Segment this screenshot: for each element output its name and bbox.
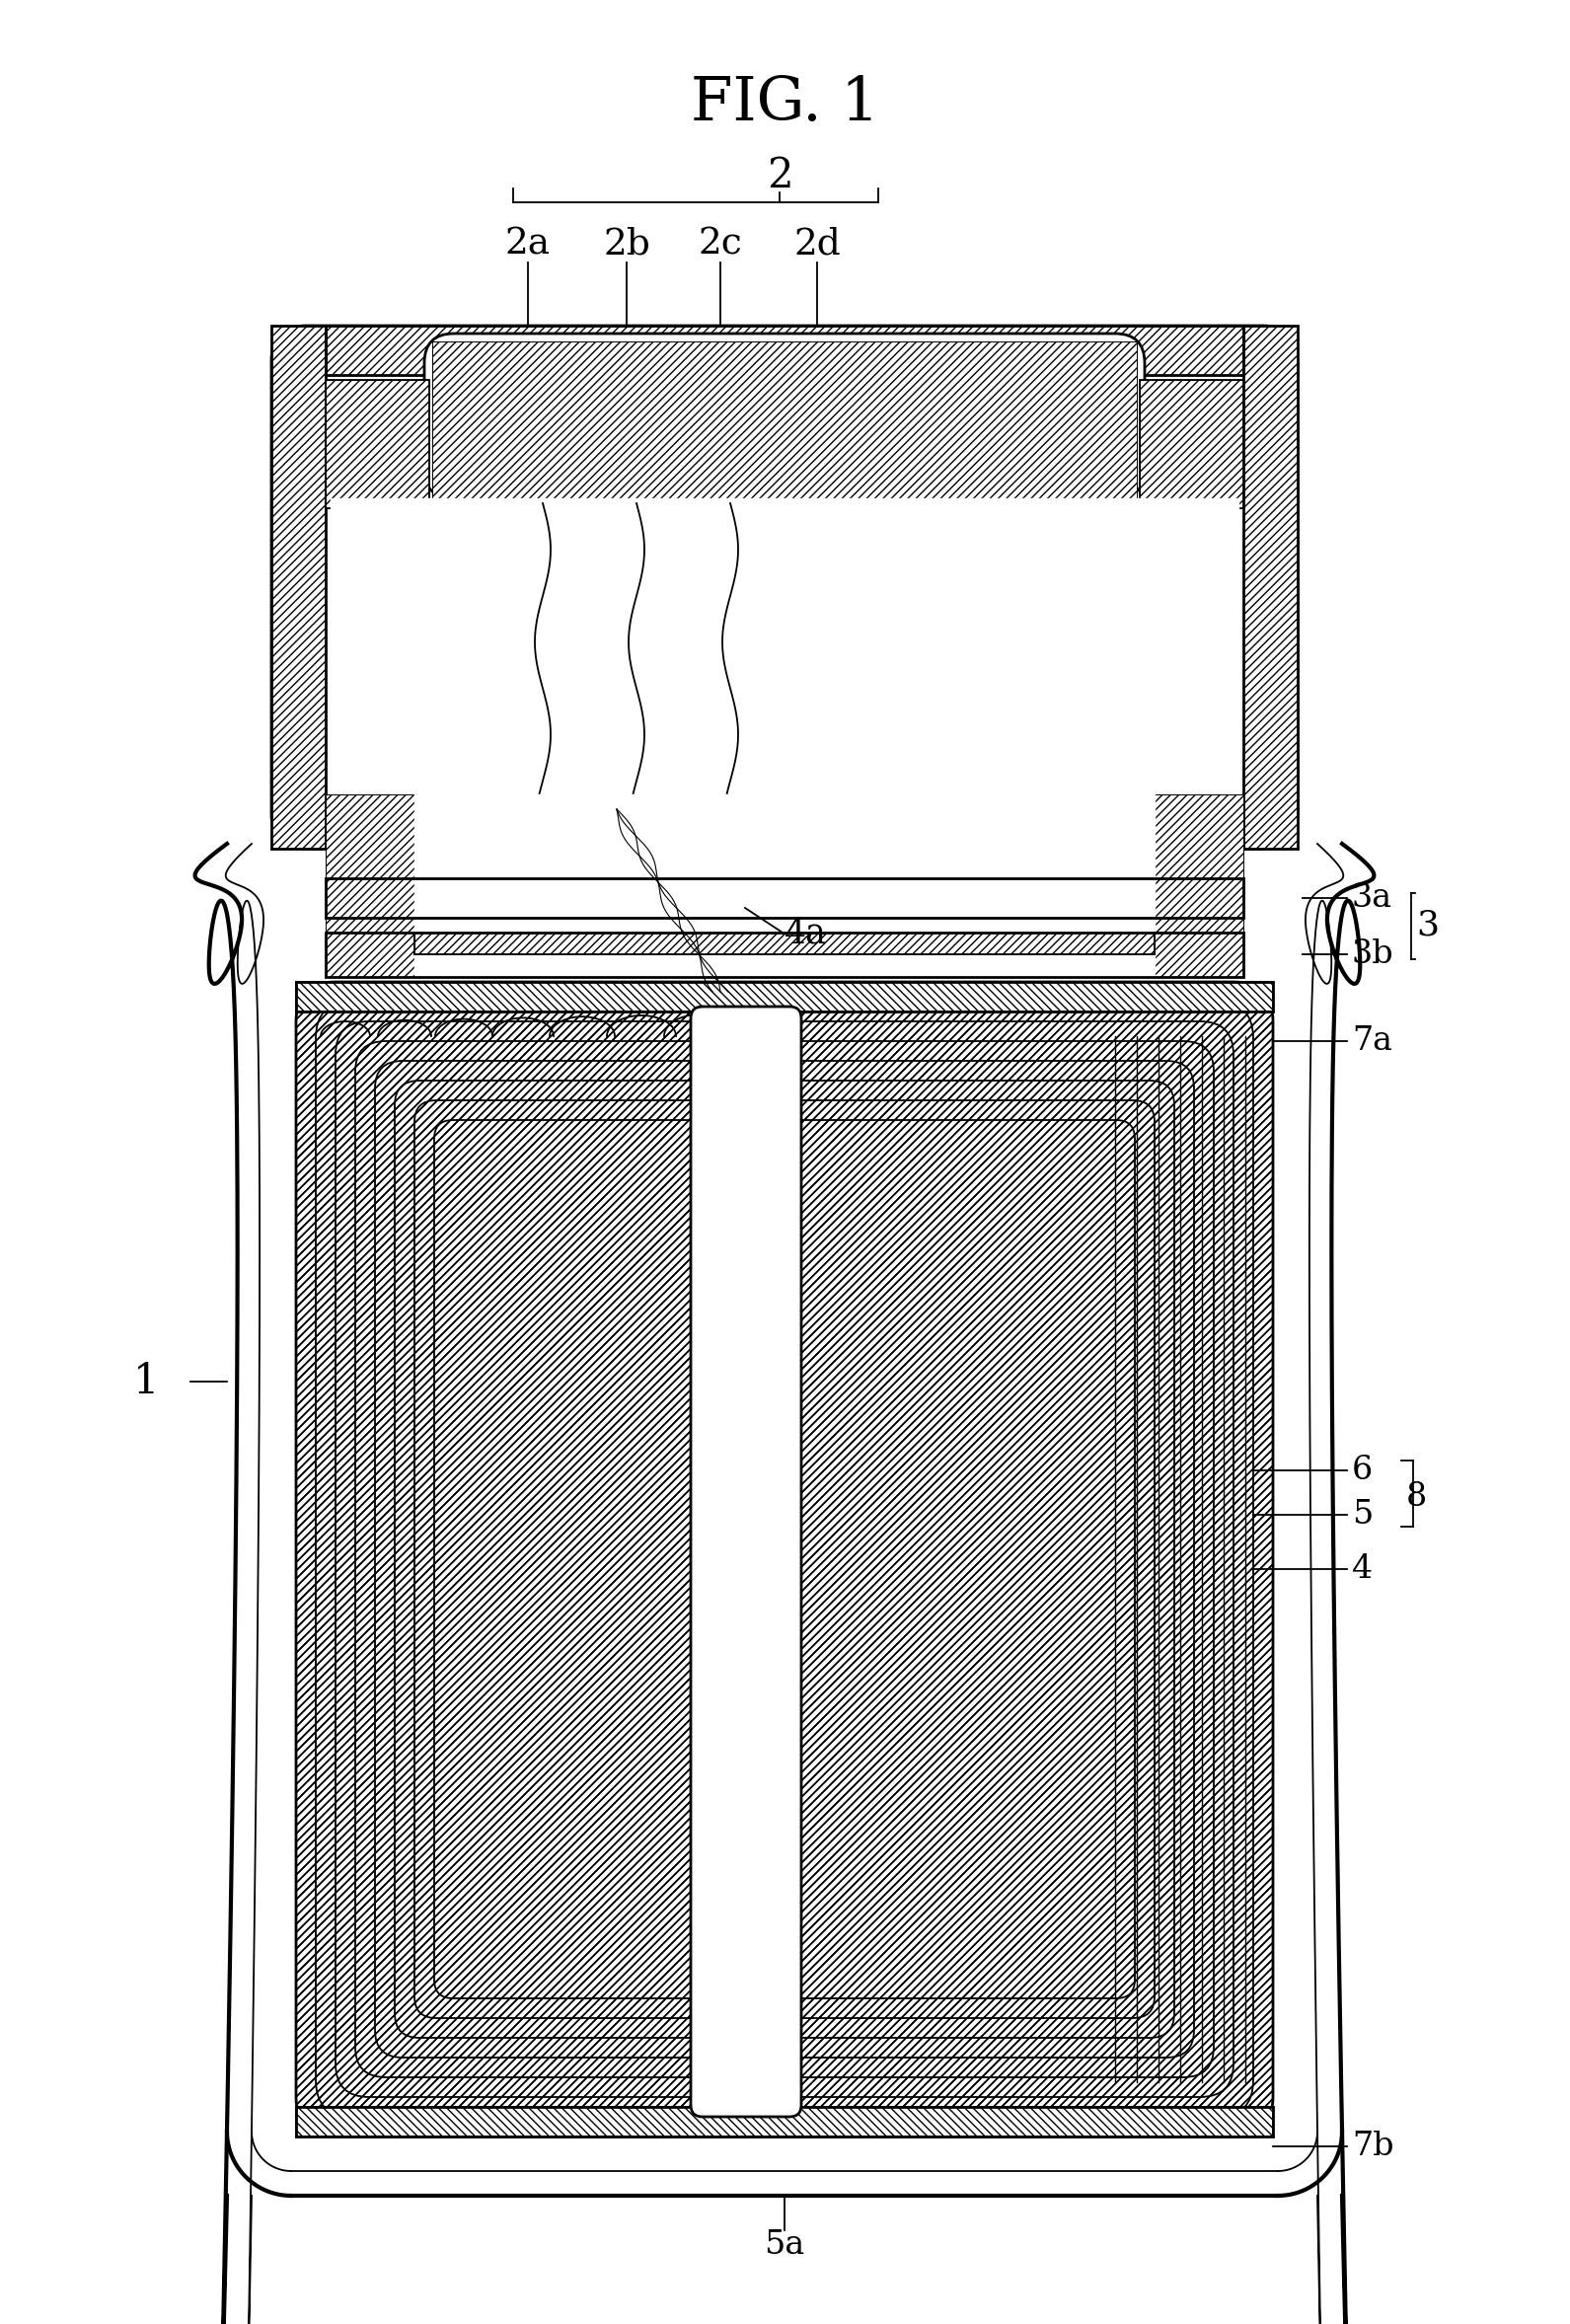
Bar bbox=[272, 325, 325, 848]
Bar bbox=[1154, 795, 1243, 976]
Bar bbox=[325, 878, 1243, 918]
Text: 2: 2 bbox=[766, 156, 793, 198]
Bar bbox=[1243, 325, 1298, 848]
Text: 7b: 7b bbox=[1352, 2131, 1394, 2161]
Bar bbox=[297, 2108, 1273, 2136]
Text: 2d: 2d bbox=[793, 228, 840, 263]
Text: 4: 4 bbox=[1352, 1552, 1372, 1585]
FancyBboxPatch shape bbox=[691, 1006, 801, 2117]
Text: 5: 5 bbox=[1352, 1499, 1374, 1532]
Bar bbox=[297, 983, 1273, 1011]
Bar bbox=[297, 983, 1273, 1011]
Bar bbox=[414, 932, 1154, 955]
Bar bbox=[325, 325, 1243, 374]
Text: 2b: 2b bbox=[603, 228, 650, 263]
FancyBboxPatch shape bbox=[424, 335, 1145, 497]
Text: 3: 3 bbox=[1416, 909, 1438, 944]
Bar bbox=[325, 932, 1243, 976]
Text: 3a: 3a bbox=[1352, 883, 1393, 913]
Text: 2c: 2c bbox=[699, 228, 743, 263]
FancyBboxPatch shape bbox=[272, 325, 1298, 848]
Bar bbox=[325, 878, 1243, 918]
Bar bbox=[272, 325, 325, 848]
Text: 8: 8 bbox=[1407, 1480, 1427, 1513]
Bar bbox=[325, 325, 1243, 374]
Text: 6: 6 bbox=[1352, 1455, 1372, 1485]
Bar bbox=[325, 379, 429, 509]
Bar bbox=[1243, 325, 1298, 848]
Bar bbox=[325, 795, 414, 976]
Text: 1: 1 bbox=[133, 1362, 159, 1401]
Text: 3b: 3b bbox=[1352, 939, 1394, 969]
FancyBboxPatch shape bbox=[297, 983, 1273, 2136]
Bar bbox=[325, 379, 429, 509]
Bar bbox=[325, 932, 1243, 976]
Text: 4a: 4a bbox=[785, 916, 827, 948]
Text: 2a: 2a bbox=[506, 228, 551, 263]
Bar bbox=[1140, 379, 1243, 509]
Bar bbox=[1140, 379, 1243, 509]
Text: 5a: 5a bbox=[765, 2229, 805, 2261]
Bar bbox=[297, 2108, 1273, 2136]
Text: FIG. 1: FIG. 1 bbox=[691, 74, 879, 132]
Bar bbox=[432, 342, 1137, 497]
Text: 7a: 7a bbox=[1352, 1025, 1393, 1057]
